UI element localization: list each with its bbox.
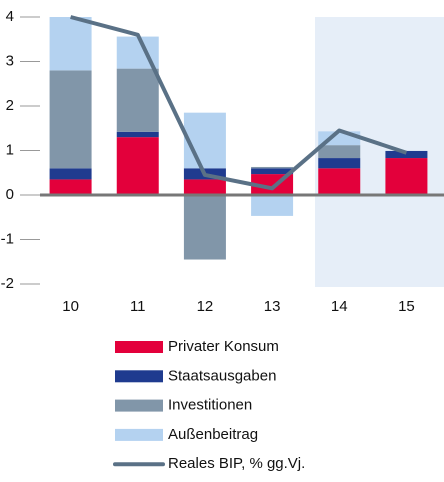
y-tick-label: 1 [6, 141, 14, 158]
bar-segment [183, 112, 226, 169]
bar-segment [251, 168, 294, 175]
legend-label: Privater Konsum [168, 338, 279, 355]
y-tick-label: -1 [1, 230, 14, 247]
legend-swatch [115, 370, 163, 383]
legend-swatch [115, 399, 163, 412]
y-tick-label: 2 [6, 97, 14, 114]
bar-segment [318, 168, 361, 195]
bar-segment [251, 166, 294, 169]
bar-segment [116, 137, 159, 195]
bar-segment [318, 158, 361, 169]
legend-label: Außenbeitrag [168, 426, 258, 443]
bar-segment [49, 70, 92, 169]
x-tick-label: 11 [130, 298, 146, 315]
legend-label: Staatsausgaben [168, 367, 276, 384]
bar-segment [385, 150, 428, 159]
x-tick-label: 13 [264, 298, 281, 315]
bar-segment [116, 131, 159, 138]
legend-swatch [115, 428, 163, 441]
y-tick-label: 4 [6, 8, 14, 25]
legend-swatch [115, 341, 163, 353]
bar-segment [49, 168, 92, 180]
bar-segment [183, 195, 226, 260]
legend-label: Investitionen [168, 397, 252, 414]
bar-segment [385, 158, 428, 195]
y-tick-label: 0 [6, 186, 14, 203]
bar-segment [251, 195, 294, 216]
x-tick-label: 10 [62, 298, 79, 315]
x-tick-label: 15 [398, 298, 415, 315]
y-tick-label: -2 [1, 275, 14, 292]
bar-segment [116, 68, 159, 132]
bar-segment [49, 17, 92, 71]
legend-label: Reales BIP, % gg.Vj. [168, 455, 305, 472]
x-tick-label: 14 [331, 298, 348, 315]
line-series [70, 15, 408, 191]
bar-segment [318, 145, 361, 159]
y-tick-label: 3 [6, 52, 14, 69]
bar-segment [49, 179, 92, 195]
bar-segment [183, 179, 226, 195]
x-tick-label: 12 [197, 298, 214, 315]
